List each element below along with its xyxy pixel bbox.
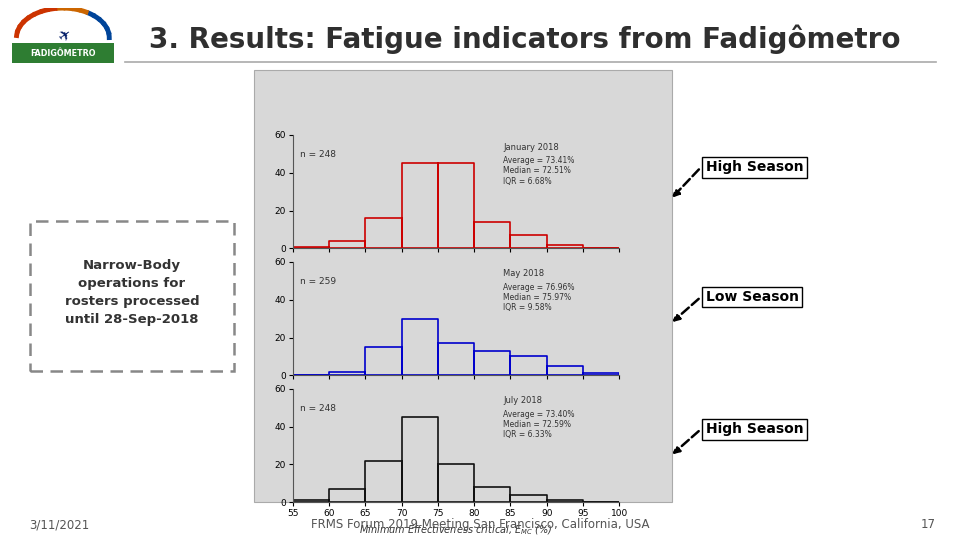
Text: July 2018: July 2018 xyxy=(503,396,542,406)
Text: 3. Results: Fatigue indicators from Fadigômetro: 3. Results: Fatigue indicators from Fadi… xyxy=(149,24,900,54)
Text: n = 259: n = 259 xyxy=(300,277,336,286)
Text: High Season: High Season xyxy=(706,422,804,436)
Text: ✈: ✈ xyxy=(56,26,75,46)
Text: May 2018: May 2018 xyxy=(503,269,544,279)
Text: January 2018: January 2018 xyxy=(503,143,559,152)
Text: Average = 73.40%
Median = 72.59%
IQR = 6.33%: Average = 73.40% Median = 72.59% IQR = 6… xyxy=(503,409,575,440)
Text: Low Season: Low Season xyxy=(706,290,799,304)
Text: FRMS Forum 2019 Meeting San Francisco, California, USA: FRMS Forum 2019 Meeting San Francisco, C… xyxy=(311,518,649,531)
Text: Average = 73.41%
Median = 72.51%
IQR = 6.68%: Average = 73.41% Median = 72.51% IQR = 6… xyxy=(503,156,574,186)
Text: 17: 17 xyxy=(921,518,936,531)
X-axis label: Minimum Effectiveness critical, $E_{MC}$ (%): Minimum Effectiveness critical, $E_{MC}$… xyxy=(359,524,553,537)
Text: FADIGÔMETRO: FADIGÔMETRO xyxy=(30,49,96,58)
Text: n = 248: n = 248 xyxy=(300,404,336,413)
Text: High Season: High Season xyxy=(706,160,804,174)
Text: 3/11/2021: 3/11/2021 xyxy=(29,518,89,531)
Text: Narrow-Body
operations for
rosters processed
until 28-Sep-2018: Narrow-Body operations for rosters proce… xyxy=(64,259,200,326)
Text: Average = 76.96%
Median = 75.97%
IQR = 9.58%: Average = 76.96% Median = 75.97% IQR = 9… xyxy=(503,283,575,313)
FancyBboxPatch shape xyxy=(31,221,233,370)
Text: n = 248: n = 248 xyxy=(300,150,336,159)
Bar xyxy=(12,43,113,63)
